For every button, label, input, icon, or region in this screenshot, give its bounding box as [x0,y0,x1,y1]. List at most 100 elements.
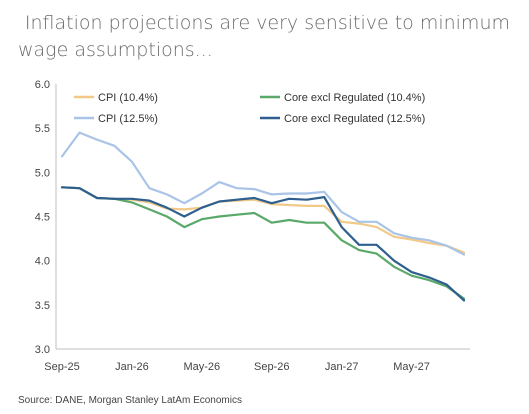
series-2-point [323,190,326,193]
series-2-point [393,232,395,235]
series-4-point [305,198,308,201]
series-line-3 [60,186,466,300]
series-4-point [358,243,361,246]
series-1-point [393,235,395,238]
series-1-point [340,220,343,223]
series-2-point [410,236,413,239]
series-2-point [463,253,465,256]
y-tick-label: 6.0 [35,79,50,91]
series-1-point [428,242,430,244]
series-4-point [445,283,448,286]
x-tick-label: Jan-26 [115,361,149,373]
chart-title-line-1: Inflation projections are very sensitive… [24,12,510,34]
series-3-point [288,219,291,221]
x-tick-label: May-26 [183,361,220,373]
series-4-point [463,299,465,302]
series-3-point [340,239,343,242]
series-3-point [165,215,168,218]
legend-label-2: CPI (12.5%) [98,113,158,125]
series-2-point [235,187,238,190]
series-4-point [393,259,395,262]
series-3-point [235,213,238,216]
series-4-point [253,197,256,199]
series-1-point [375,226,378,229]
series-2-point [358,220,361,223]
y-tick-label: 3.5 [35,300,50,312]
x-tick-label: Jan-27 [325,361,359,373]
series-3-point [270,221,273,224]
series-3-point [148,208,151,211]
series-2-point [375,220,378,223]
series-1-point [410,238,413,241]
legend-label-1: CPI (10.4%) [98,92,158,104]
source-note: Source: DANE, Morgan Stanley LatAm Econo… [18,395,242,406]
series-2-point [305,192,308,195]
series-4-point [218,200,221,203]
series-4-point [235,198,238,201]
series-4-point [148,199,151,202]
y-tick-label: 4.0 [35,256,50,268]
series-2-point [96,138,98,141]
x-tick-label: Sep-25 [44,361,79,373]
series-3-point [218,215,221,218]
series-1-point [323,205,326,207]
series-2-point [218,181,221,183]
series-3-point [305,221,308,224]
series-2-point [131,160,133,163]
series-1-point [183,208,186,211]
series-2-point [148,187,151,190]
series-3-point [183,226,186,229]
series-4-point [200,206,203,209]
series-2-point [288,192,291,195]
series-3-point [393,265,395,268]
series-3-point [375,252,378,255]
series-4-point [288,197,291,200]
series-2-point [78,131,81,134]
x-tick-label: Sep-26 [254,361,289,373]
series-2-point [445,244,448,247]
series-4-point [61,186,63,189]
series-4-point [428,276,430,279]
series-4-point [78,187,81,190]
series-1-point [305,205,308,207]
series-4-point [96,197,98,199]
series-3-point [358,249,361,251]
chart-title-line-2: wage assumptions... [18,39,213,61]
series-4-point [323,196,326,198]
series-2-point [165,193,168,196]
y-tick-label: 5.5 [35,123,50,135]
series-3-point [200,218,203,221]
series-3-point [428,279,430,281]
y-tick-label: 4.5 [35,212,50,224]
series-2-point [200,192,203,195]
y-tick-label: 3.0 [35,344,50,356]
series-2-point [270,193,273,196]
series-4-point [113,197,116,200]
series-4-point [375,243,378,246]
series-2-point [61,155,63,158]
series-3-point [253,212,256,214]
y-tick-label: 5.0 [35,167,50,179]
series-2-point [113,144,116,147]
series-4-point [410,271,413,274]
series-3-point [323,221,326,224]
series-2-point [183,202,186,205]
series-2-point [253,188,256,191]
series-4-point [270,202,273,205]
series-4-point [165,206,168,209]
series-line-2 [60,131,466,256]
series-3-point [131,201,133,204]
series-line-1 [60,186,466,254]
series-4-point [183,215,186,218]
legend-label-4: Core excl Regulated (12.5%) [284,113,425,125]
series-4-point [340,226,343,229]
series-line-4 [60,186,466,302]
legend-label-3: Core excl Regulated (10.4%) [284,92,425,104]
series-2-point [340,211,343,213]
series-2-point [428,239,430,242]
x-tick-label: May-27 [393,361,430,373]
series-1-point [288,204,291,206]
chart-title: Inflation projections are very sensitive… [0,10,510,64]
series-4-point [131,197,133,200]
